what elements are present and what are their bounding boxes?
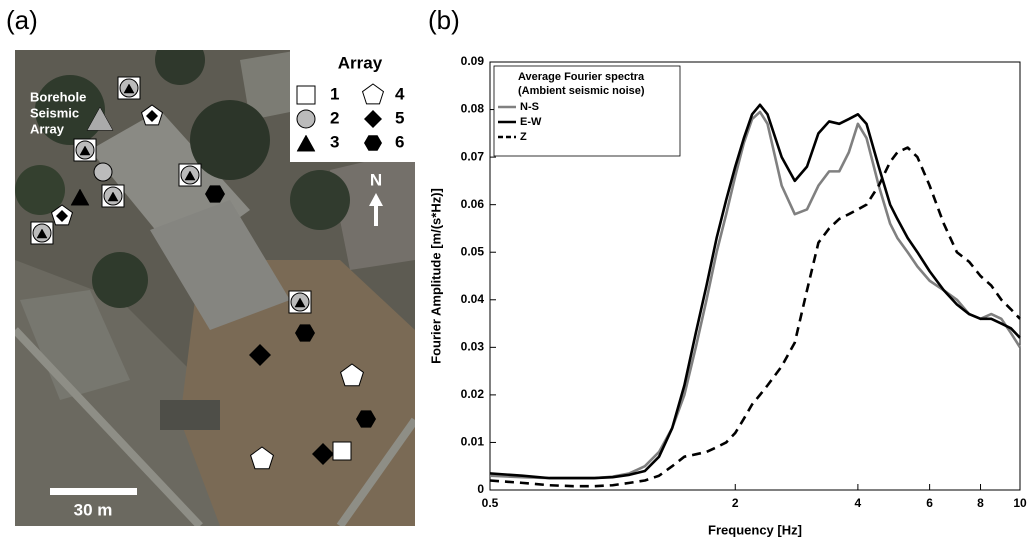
marker-diamond [146,110,158,122]
x-tick-label: 6 [926,496,933,510]
x-tick-label: 4 [855,496,862,510]
marker-triangle [86,106,114,131]
series-line [489,103,1021,480]
scale-bar [50,488,137,495]
y-tick-label: 0.09 [461,54,485,68]
series-line [489,110,1022,480]
marker-hexagon [356,410,376,428]
legend-label: 5 [395,108,404,127]
y-tick-label: 0.06 [461,197,485,211]
legend-label: Z [520,131,527,143]
marker-triangle [184,170,196,181]
x-tick-label: 2 [732,496,739,510]
marker-hexagon [205,185,225,203]
legend-label: N-S [520,101,539,113]
north-label: N [370,170,382,189]
legend-box [493,65,681,157]
marker-pentagon [339,363,365,387]
marker-triangle [36,228,48,239]
marker-diamond [312,443,334,465]
marker-triangle [296,134,316,152]
legend-label: 6 [395,132,404,151]
x-tick-label: 10 [1013,496,1027,510]
marker-hexagon [364,135,382,151]
legend-title: Array [338,53,383,72]
panel-label: (b) [428,5,460,35]
panel-label: (a) [6,5,38,35]
plot-frame [489,61,1021,491]
north-arrow [369,193,383,226]
legend-title: (Ambient seismic noise) [518,85,645,97]
marker-triangle [79,145,91,156]
y-tick-label: 0 [477,482,484,496]
map: Array 1 2 3 4 5 6 Borehole Seismic Array… [15,50,415,526]
y-tick-label: 0.05 [461,244,485,258]
legend-label: 1 [330,84,339,103]
y-tick-label: 0.04 [461,292,485,306]
legend-label: E-W [520,116,542,128]
marker-hexagon [295,324,315,342]
marker-triangle [123,83,135,94]
series-line [489,146,1021,488]
x-tick-label: 8 [977,496,984,510]
marker-triangle [294,297,306,308]
y-tick-label: 0.01 [461,435,485,449]
y-tick-label: 0.02 [461,387,485,401]
marker-pentagon [361,83,385,105]
marker-diamond [364,110,382,128]
scale-label: 30 m [74,500,113,519]
legend-label: 3 [330,132,339,151]
site-label: Seismic [30,105,79,120]
y-tick-label: 0.03 [461,340,485,354]
marker-diamond [249,344,271,366]
marker-diamond [56,210,68,222]
y-tick-label: 0.07 [461,149,485,163]
marker-circle [296,109,316,129]
marker-circle [93,162,113,182]
x-axis-label: Frequency [Hz] [708,522,802,537]
site-label: Borehole [30,89,86,104]
legend-label: 4 [395,84,405,103]
legend-label: 2 [330,108,339,127]
marker-triangle [107,191,119,202]
x-tick-label: 0.5 [482,496,499,510]
marker-pentagon [249,446,275,470]
site-label: Array [30,121,65,136]
marker-square [332,441,352,461]
y-axis-label: Fourier Amplitude [m/(s*Hz)] [428,188,443,364]
chart: 0 0.01 0.02 0.03 0.04 0.05 0.06 0.07 0.08 0.09 0.5… [428,54,1027,537]
legend-title: Average Fourier spectra [518,71,645,83]
y-tick-label: 0.08 [461,102,485,116]
marker-triangle [70,188,90,206]
marker-square [296,85,316,105]
